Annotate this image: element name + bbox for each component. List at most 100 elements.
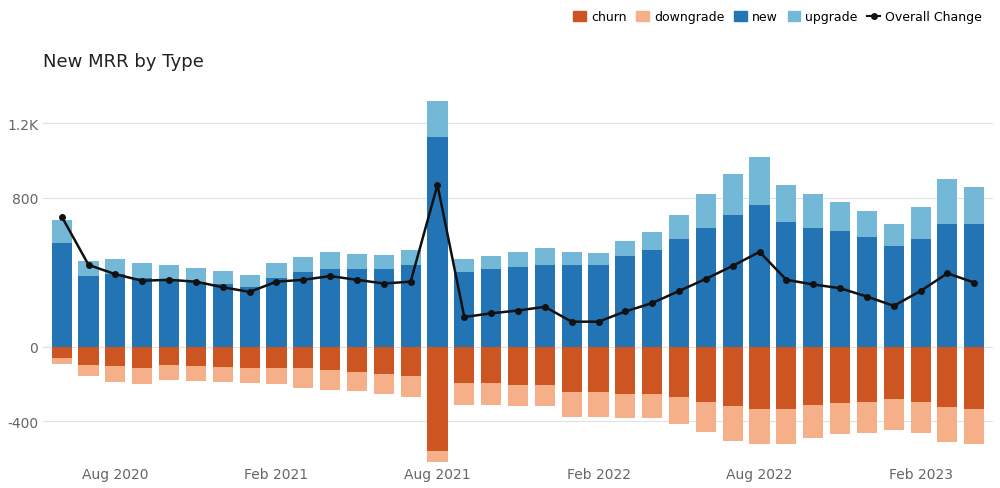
- Bar: [52, 243, 72, 347]
- Bar: [857, 402, 877, 433]
- Bar: [159, 347, 179, 366]
- Bar: [401, 265, 421, 347]
- Bar: [562, 393, 582, 417]
- Bar: [937, 180, 957, 224]
- Bar: [830, 202, 850, 232]
- Bar: [562, 252, 582, 265]
- Bar: [911, 240, 931, 347]
- Bar: [132, 368, 152, 384]
- Bar: [615, 347, 635, 394]
- Bar: [749, 347, 770, 409]
- Bar: [669, 215, 689, 240]
- Bar: [427, 451, 448, 488]
- Bar: [964, 187, 984, 224]
- Bar: [52, 358, 72, 364]
- Bar: [642, 233, 662, 250]
- Bar: [776, 185, 796, 223]
- Legend: churn, downgrade, new, upgrade, Overall Change: churn, downgrade, new, upgrade, Overall …: [568, 6, 987, 29]
- Bar: [320, 347, 340, 370]
- Bar: [723, 174, 743, 215]
- Bar: [615, 394, 635, 419]
- Bar: [669, 240, 689, 347]
- Bar: [481, 383, 501, 405]
- Bar: [159, 280, 179, 347]
- Bar: [937, 347, 957, 407]
- Bar: [105, 260, 125, 275]
- Bar: [454, 260, 474, 273]
- Bar: [884, 247, 904, 347]
- Text: New MRR by Type: New MRR by Type: [43, 53, 204, 71]
- Bar: [508, 347, 528, 385]
- Bar: [266, 278, 287, 347]
- Bar: [427, 102, 448, 137]
- Bar: [615, 241, 635, 256]
- Bar: [588, 265, 609, 347]
- Bar: [347, 372, 367, 392]
- Bar: [696, 195, 716, 228]
- Bar: [857, 347, 877, 402]
- Bar: [830, 403, 850, 434]
- Bar: [803, 347, 823, 406]
- Bar: [374, 374, 394, 394]
- Bar: [776, 223, 796, 347]
- Bar: [830, 347, 850, 403]
- Bar: [293, 258, 313, 273]
- Bar: [911, 347, 931, 402]
- Bar: [213, 284, 233, 347]
- Bar: [696, 347, 716, 402]
- Bar: [696, 228, 716, 347]
- Bar: [884, 224, 904, 247]
- Bar: [615, 256, 635, 347]
- Bar: [105, 275, 125, 347]
- Bar: [186, 347, 206, 366]
- Bar: [723, 347, 743, 407]
- Bar: [320, 370, 340, 390]
- Bar: [749, 158, 770, 206]
- Bar: [723, 407, 743, 441]
- Bar: [535, 385, 555, 407]
- Bar: [374, 255, 394, 269]
- Bar: [52, 347, 72, 358]
- Bar: [320, 269, 340, 347]
- Bar: [240, 276, 260, 287]
- Bar: [293, 368, 313, 388]
- Bar: [240, 287, 260, 347]
- Bar: [508, 252, 528, 267]
- Bar: [401, 250, 421, 265]
- Bar: [132, 264, 152, 278]
- Bar: [213, 271, 233, 284]
- Bar: [320, 252, 340, 269]
- Bar: [401, 347, 421, 376]
- Bar: [266, 347, 287, 368]
- Bar: [937, 407, 957, 442]
- Bar: [240, 347, 260, 368]
- Bar: [186, 268, 206, 282]
- Bar: [78, 262, 99, 277]
- Bar: [427, 347, 448, 451]
- Bar: [508, 267, 528, 347]
- Bar: [669, 397, 689, 424]
- Bar: [562, 265, 582, 347]
- Bar: [266, 264, 287, 278]
- Bar: [588, 347, 609, 393]
- Bar: [562, 347, 582, 393]
- Bar: [401, 376, 421, 397]
- Bar: [884, 399, 904, 430]
- Bar: [186, 366, 206, 382]
- Bar: [454, 273, 474, 347]
- Bar: [132, 278, 152, 347]
- Bar: [669, 347, 689, 397]
- Bar: [964, 409, 984, 444]
- Bar: [857, 211, 877, 238]
- Bar: [937, 224, 957, 347]
- Bar: [481, 256, 501, 269]
- Bar: [374, 347, 394, 374]
- Bar: [293, 347, 313, 368]
- Bar: [911, 208, 931, 240]
- Bar: [749, 206, 770, 347]
- Bar: [427, 137, 448, 347]
- Bar: [78, 347, 99, 366]
- Bar: [642, 394, 662, 419]
- Bar: [347, 269, 367, 347]
- Bar: [535, 265, 555, 347]
